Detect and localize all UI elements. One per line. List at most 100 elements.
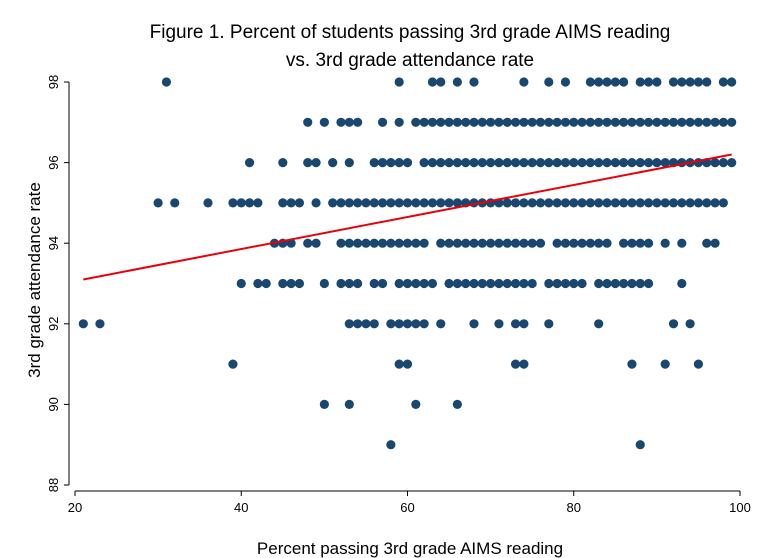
data-point bbox=[710, 117, 720, 127]
data-point bbox=[519, 158, 529, 168]
data-point bbox=[602, 77, 612, 87]
data-point bbox=[411, 198, 421, 208]
data-point bbox=[427, 198, 438, 208]
data-point bbox=[643, 278, 654, 289]
data-point bbox=[203, 198, 213, 208]
data-point bbox=[510, 117, 521, 127]
data-point bbox=[660, 359, 670, 369]
data-point bbox=[461, 238, 471, 248]
data-point bbox=[560, 77, 571, 87]
data-point bbox=[494, 117, 504, 127]
data-point bbox=[552, 238, 562, 248]
data-point bbox=[494, 238, 504, 248]
y-tick-label: 94 bbox=[46, 236, 61, 250]
data-point bbox=[527, 238, 537, 248]
data-point bbox=[377, 158, 388, 168]
data-point bbox=[394, 359, 404, 369]
data-point bbox=[419, 158, 429, 168]
data-point bbox=[560, 198, 571, 208]
data-point bbox=[594, 238, 604, 248]
data-point bbox=[444, 117, 454, 127]
fit-line-group bbox=[83, 153, 732, 281]
data-point bbox=[311, 238, 321, 248]
data-point bbox=[477, 117, 487, 127]
data-point bbox=[278, 278, 288, 289]
data-point bbox=[494, 158, 504, 168]
data-point bbox=[668, 198, 679, 208]
data-point bbox=[469, 117, 479, 127]
data-point bbox=[552, 117, 562, 127]
data-point bbox=[344, 198, 354, 208]
data-point bbox=[402, 238, 413, 248]
data-point bbox=[244, 158, 255, 168]
x-ticks: 20 40 60 80 100 bbox=[68, 491, 751, 515]
data-point bbox=[394, 77, 404, 87]
data-point bbox=[577, 278, 587, 289]
data-point bbox=[328, 158, 338, 168]
data-point bbox=[643, 77, 654, 87]
data-point bbox=[477, 278, 487, 289]
data-point bbox=[635, 117, 645, 127]
data-point bbox=[585, 238, 595, 248]
data-point bbox=[643, 158, 654, 168]
data-point bbox=[486, 158, 496, 168]
data-point bbox=[619, 278, 629, 289]
data-point bbox=[436, 319, 446, 329]
data-point bbox=[727, 77, 737, 87]
data-point bbox=[569, 158, 579, 168]
data-point bbox=[544, 77, 554, 87]
data-point bbox=[319, 117, 329, 127]
data-point bbox=[427, 278, 438, 289]
data-point bbox=[569, 238, 579, 248]
y-ticks: 88 90 92 94 96 98 bbox=[46, 75, 69, 492]
data-point bbox=[577, 117, 587, 127]
data-point bbox=[585, 198, 595, 208]
data-point bbox=[619, 198, 629, 208]
data-point bbox=[170, 198, 180, 208]
data-point bbox=[369, 278, 379, 289]
data-point bbox=[402, 198, 413, 208]
data-point bbox=[594, 278, 604, 289]
data-point bbox=[436, 117, 446, 127]
data-point bbox=[394, 278, 404, 289]
fit-line bbox=[83, 153, 732, 281]
data-point bbox=[394, 117, 404, 127]
data-point bbox=[510, 158, 521, 168]
data-point bbox=[394, 198, 404, 208]
data-point bbox=[502, 117, 512, 127]
data-point bbox=[610, 278, 620, 289]
data-point bbox=[377, 238, 388, 248]
data-point bbox=[394, 158, 404, 168]
y-tick-label: 88 bbox=[46, 478, 61, 492]
data-point bbox=[594, 117, 604, 127]
data-point bbox=[718, 77, 728, 87]
data-point bbox=[552, 198, 562, 208]
data-point bbox=[444, 238, 454, 248]
data-point bbox=[319, 399, 329, 409]
data-point bbox=[353, 319, 363, 329]
data-point bbox=[444, 158, 454, 168]
data-point bbox=[619, 77, 629, 87]
data-point bbox=[452, 399, 462, 409]
data-point bbox=[369, 238, 379, 248]
data-point bbox=[652, 77, 662, 87]
data-point bbox=[502, 198, 512, 208]
data-point bbox=[353, 117, 363, 127]
data-point bbox=[577, 158, 587, 168]
data-point bbox=[469, 278, 479, 289]
data-point bbox=[668, 319, 679, 329]
data-point bbox=[602, 117, 612, 127]
data-point bbox=[436, 198, 446, 208]
data-point bbox=[685, 319, 695, 329]
data-point bbox=[469, 77, 479, 87]
data-point bbox=[353, 198, 363, 208]
data-point bbox=[569, 198, 579, 208]
data-point bbox=[602, 158, 612, 168]
data-point bbox=[344, 278, 354, 289]
y-tick-label: 98 bbox=[46, 75, 61, 89]
data-point bbox=[253, 278, 263, 289]
data-point bbox=[594, 198, 604, 208]
data-point bbox=[303, 238, 313, 248]
data-point bbox=[369, 158, 379, 168]
data-point bbox=[635, 238, 645, 248]
